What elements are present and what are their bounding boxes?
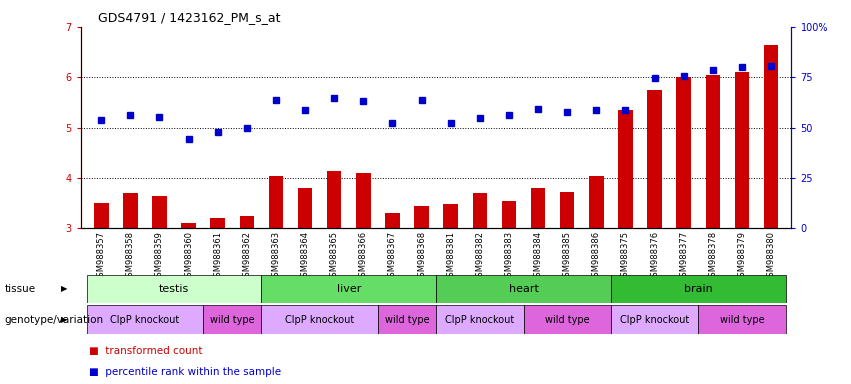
Text: wild type: wild type [720, 314, 764, 325]
Text: ▶: ▶ [60, 285, 67, 293]
Bar [386, 214, 400, 228]
Bar [356, 173, 371, 228]
Bar [523, 305, 611, 334]
Bar [203, 305, 261, 334]
Bar [261, 305, 378, 334]
Text: genotype/variation: genotype/variation [4, 314, 103, 325]
Bar [472, 193, 487, 228]
Bar [181, 223, 196, 228]
Bar [240, 216, 254, 228]
Text: wild type: wild type [545, 314, 590, 325]
Text: liver: liver [337, 284, 361, 294]
Bar [501, 201, 517, 228]
Text: testis: testis [159, 284, 189, 294]
Bar [648, 90, 662, 228]
Bar [443, 204, 458, 228]
Bar [210, 218, 225, 228]
Bar [560, 192, 574, 228]
Text: ClpP knockout: ClpP knockout [620, 314, 689, 325]
Text: ClpP knockout: ClpP knockout [445, 314, 515, 325]
Bar [611, 275, 785, 303]
Bar [94, 203, 109, 228]
Bar [677, 77, 691, 228]
Bar [436, 305, 523, 334]
Text: ClpP knockout: ClpP knockout [285, 314, 354, 325]
Text: ■  percentile rank within the sample: ■ percentile rank within the sample [89, 367, 282, 377]
Bar [152, 196, 167, 228]
Text: tissue: tissue [4, 284, 36, 294]
Bar [705, 75, 720, 228]
Bar [698, 305, 785, 334]
Text: ■  transformed count: ■ transformed count [89, 346, 203, 356]
Bar [531, 188, 545, 228]
Text: wild type: wild type [385, 314, 429, 325]
Text: GDS4791 / 1423162_PM_s_at: GDS4791 / 1423162_PM_s_at [98, 12, 280, 25]
Text: brain: brain [684, 284, 712, 294]
Bar [378, 305, 436, 334]
Bar [327, 170, 341, 228]
Bar [261, 275, 436, 303]
Text: ▶: ▶ [60, 315, 67, 324]
Bar [589, 175, 603, 228]
Text: ClpP knockout: ClpP knockout [111, 314, 180, 325]
Bar [436, 275, 611, 303]
Bar [414, 206, 429, 228]
Bar [269, 175, 283, 228]
Bar [298, 188, 312, 228]
Text: wild type: wild type [210, 314, 254, 325]
Bar [618, 110, 632, 228]
Bar [763, 45, 779, 228]
Text: heart: heart [509, 284, 539, 294]
Bar [87, 305, 203, 334]
Bar [611, 305, 698, 334]
Bar [87, 275, 261, 303]
Bar [734, 72, 749, 228]
Bar [123, 193, 138, 228]
